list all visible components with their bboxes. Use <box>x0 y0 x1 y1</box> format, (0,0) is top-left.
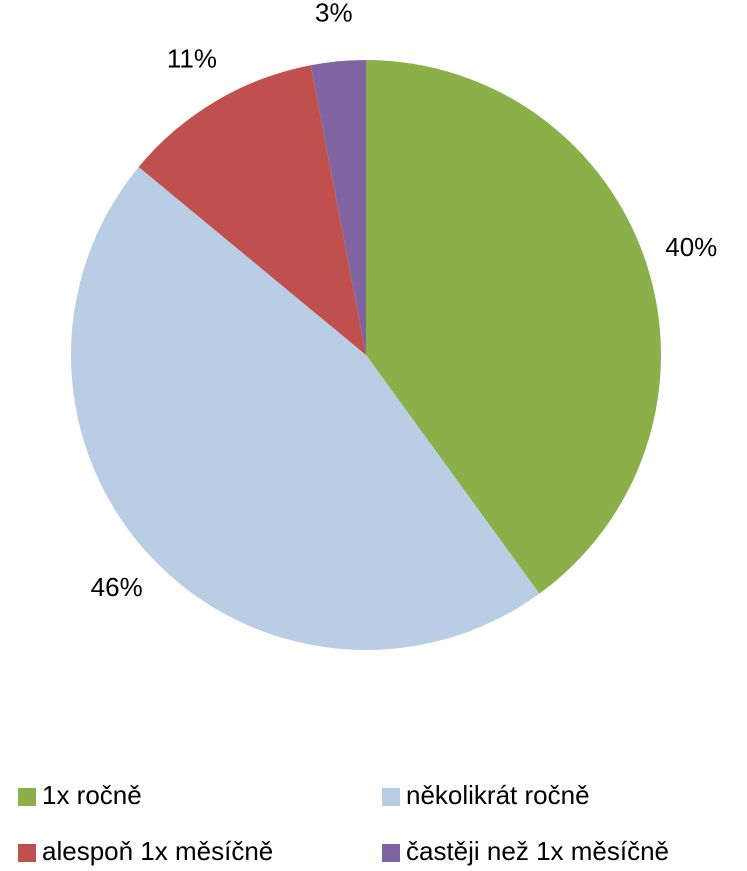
data-label: 40% <box>665 232 717 262</box>
data-label: 46% <box>91 572 143 602</box>
pie-slice <box>138 65 366 356</box>
legend-label: několikrát ročně <box>406 780 590 810</box>
legend-swatch <box>382 844 400 862</box>
pie-slice <box>366 60 662 594</box>
legend-label: 1x ročně <box>42 780 142 810</box>
legend-swatch <box>18 844 36 862</box>
data-label: 11% <box>167 44 217 74</box>
legend-label: častěji než 1x měsíčně <box>406 836 669 866</box>
pie-slice <box>310 60 366 355</box>
legend-swatch <box>18 788 36 806</box>
legend-swatch <box>382 788 400 806</box>
legend-label: alespoň 1x měsíčně <box>42 836 273 866</box>
data-label: 3% <box>315 0 353 27</box>
pie-slice <box>71 166 540 650</box>
